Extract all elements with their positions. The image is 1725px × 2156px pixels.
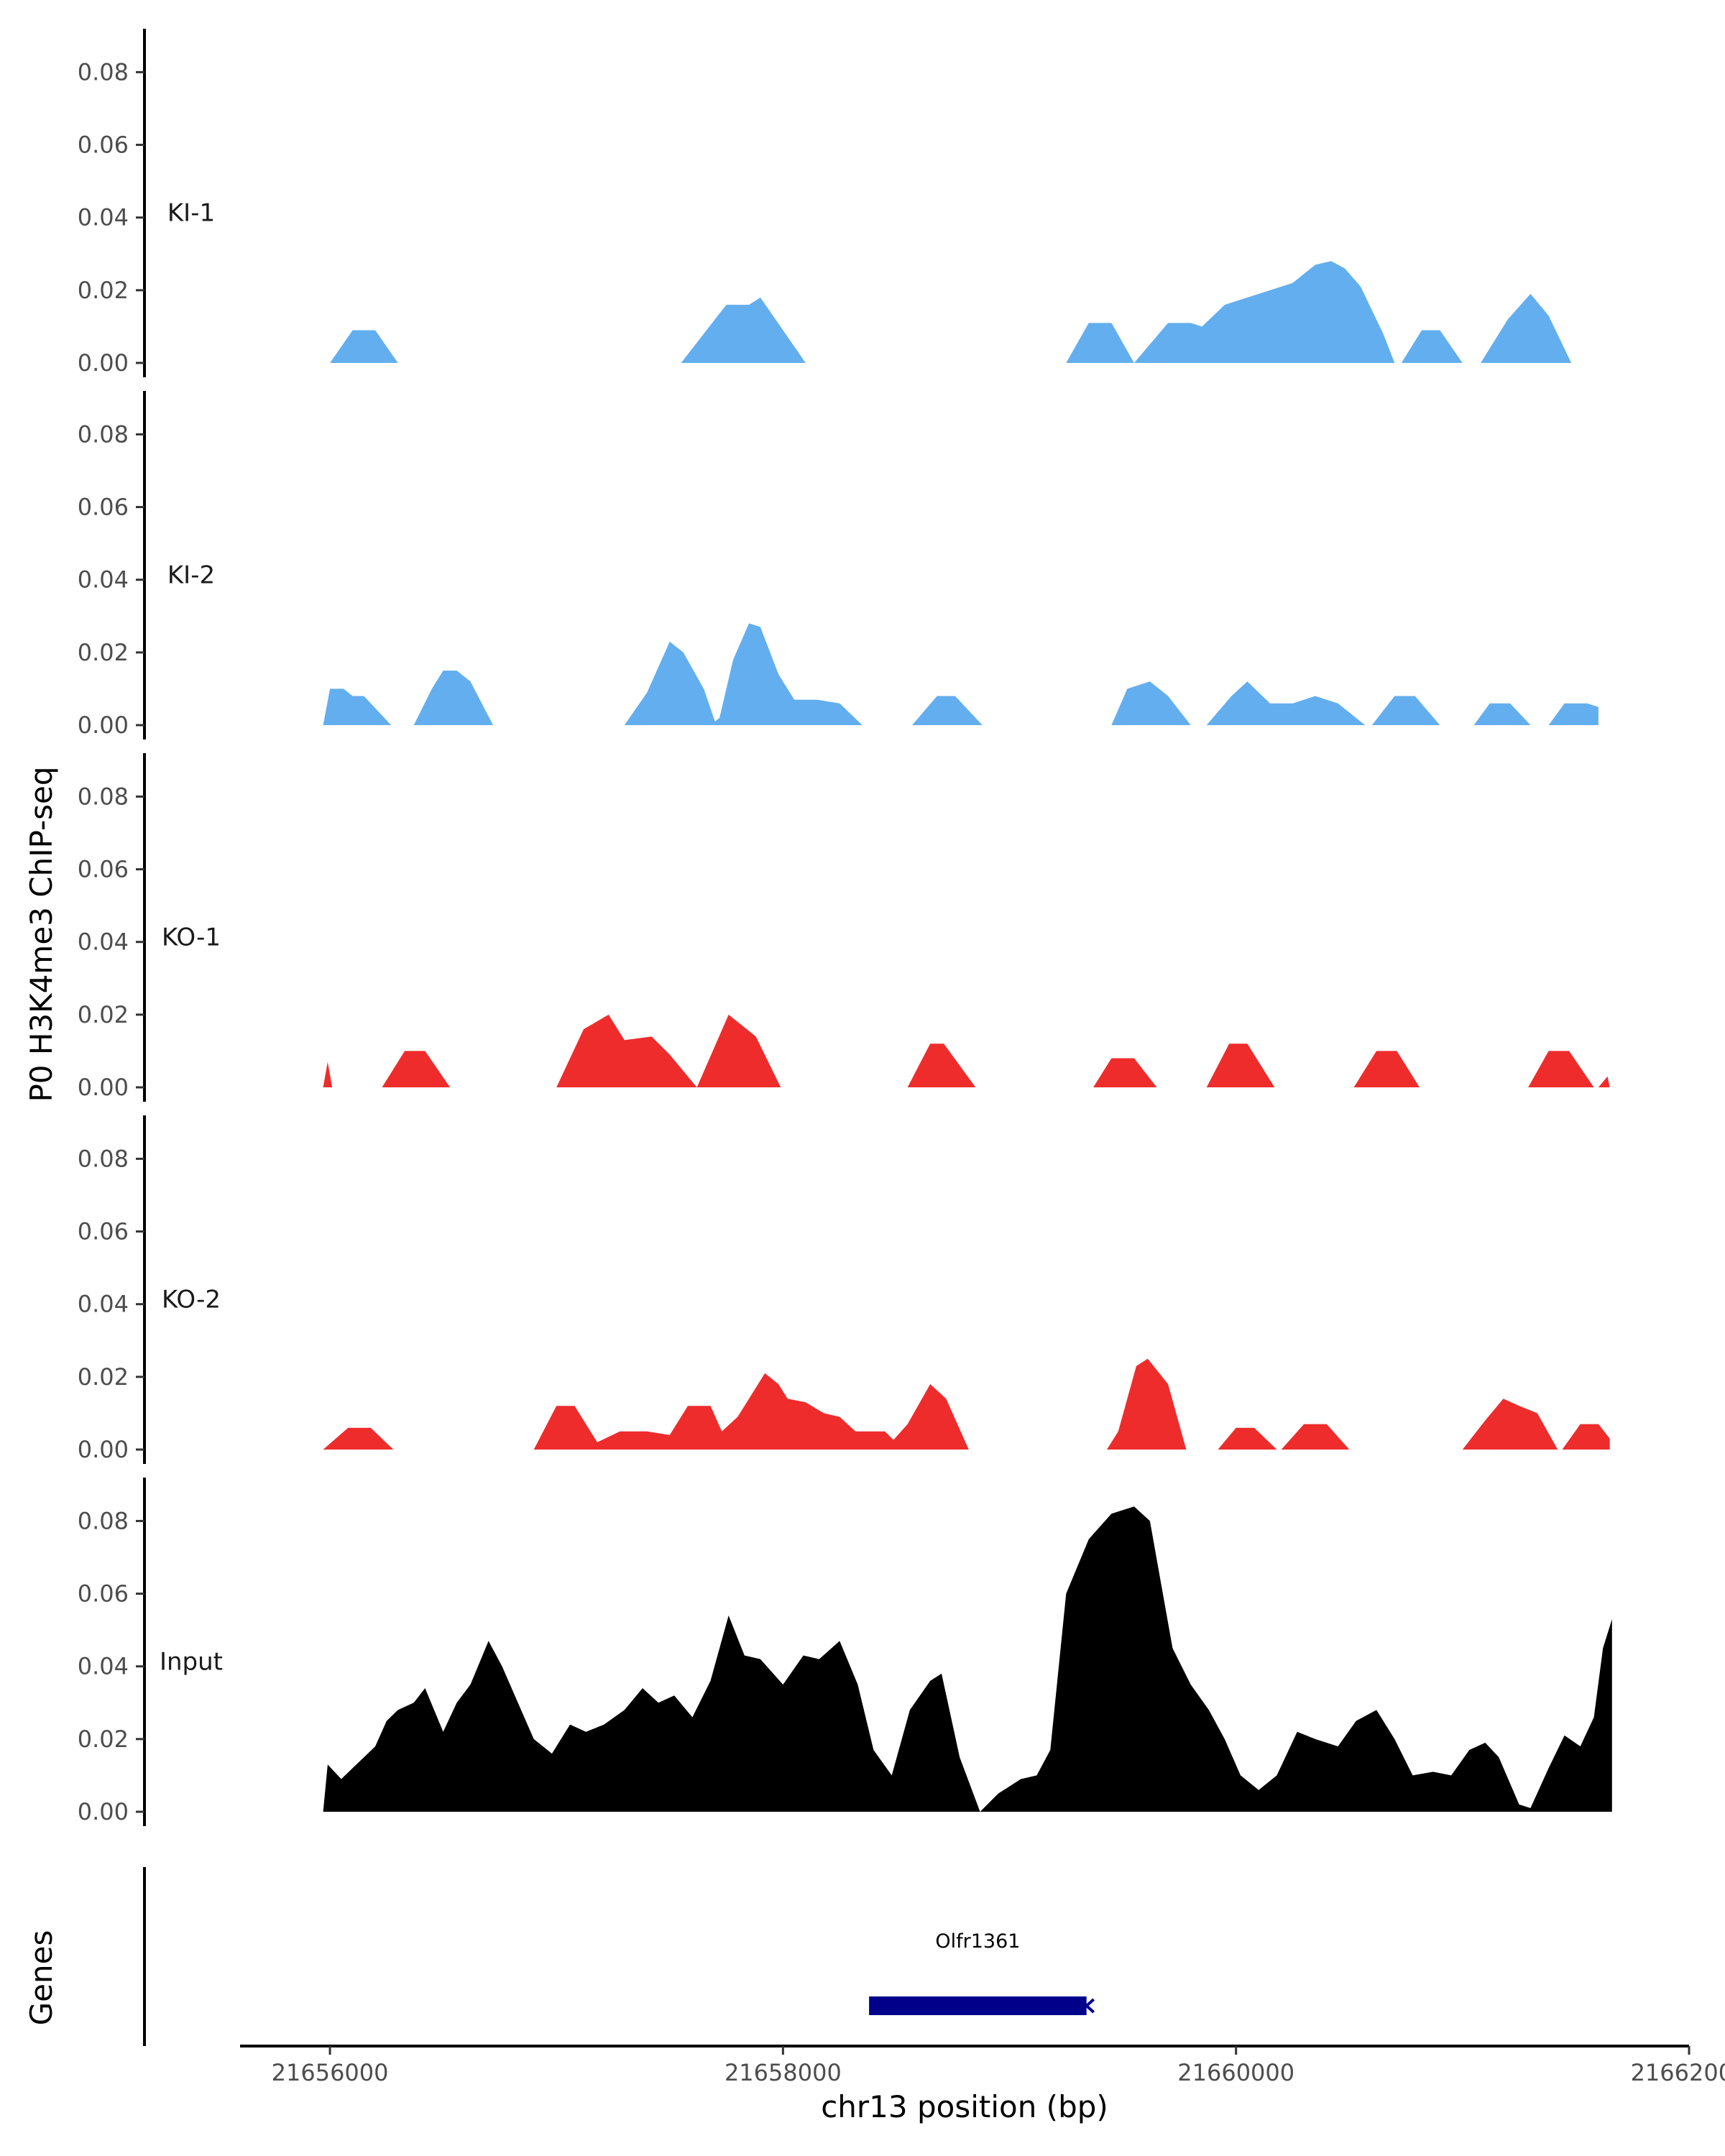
y-tick-label: 0.06 [78,1580,129,1608]
track-ko-2: 0.00 0.02 0.04 0.06 0.08 KO-2 [78,1115,1610,1464]
x-tick-label: 21656000 [272,2059,389,2086]
track-label: KI-2 [167,561,215,590]
track-ki-1: 0.00 0.02 0.04 0.06 0.08 KI-1 [78,29,1572,377]
y-tick-label: 0.06 [78,856,129,883]
x-axis: 21656000 21658000 21660000 21662000 [240,2045,1725,2086]
track-label: KO-2 [162,1286,221,1314]
track-label: KI-1 [167,199,215,228]
y-tick-label: 0.00 [78,711,129,739]
y-tick-label: 0.08 [78,420,129,448]
gene-track: Olfr1361 [143,1867,1095,2046]
track-input: 0.00 0.02 0.04 0.06 0.08 Input [78,1478,1612,1826]
y-tick-label: 0.06 [78,132,129,159]
x-axis-title: chr13 position (bp) [821,2089,1108,2124]
signal-area-ki-1 [330,261,1572,363]
signal-area-input [323,1506,1612,1812]
y-tick-label: 0.02 [78,277,129,304]
track-ko-1: 0.00 0.02 0.04 0.06 0.08 KO-1 [78,753,1610,1102]
y-tick-label: 0.02 [78,1363,129,1391]
y-tick-label: 0.08 [78,1507,129,1534]
y-tick-label: 0.00 [78,1436,129,1463]
signal-area-ki-2 [323,623,1598,725]
strand-arrow [1084,1998,1095,2014]
track-label: KO-1 [162,923,221,952]
y-tick-label: 0.04 [78,566,129,594]
y-tick-label: 0.04 [78,929,129,956]
track-ki-2: 0.00 0.02 0.04 0.06 0.08 KI-2 [78,391,1598,740]
y-tick-label: 0.02 [78,1001,129,1028]
y-tick-label: 0.04 [78,204,129,231]
x-tick-label: 21660000 [1177,2059,1294,2086]
y-tick-label: 0.00 [78,349,129,377]
y-tick-label: 0.08 [78,58,129,86]
gene-olfr1361: Olfr1361 [869,1930,1095,2015]
y-tick-label: 0.08 [78,783,129,810]
signal-tracks: 0.00 0.02 0.04 0.06 0.08 KI-1 0.00 0.02 0.04 0.06… [78,29,1612,1826]
signal-area-ko-2 [323,1358,1610,1450]
gene-body [869,1996,1087,2015]
y-tick-label: 0.04 [78,1653,129,1680]
y-tick-label: 0.02 [78,1726,129,1753]
y-tick-label: 0.08 [78,1145,129,1172]
y-tick-label: 0.06 [78,1218,129,1245]
y-axis-title: P0 H3K4me3 ChIP-seq [24,766,59,1102]
y-tick-label: 0.00 [78,1074,129,1101]
x-tick-label: 21658000 [724,2059,842,2086]
y-tick-label: 0.00 [78,1798,129,1825]
y-tick-label: 0.02 [78,639,129,666]
genes-axis-title: Genes [24,1930,59,2026]
track-label: Input [160,1648,223,1677]
gene-label: Olfr1361 [935,1930,1020,1953]
y-tick-label: 0.04 [78,1291,129,1318]
y-tick-label: 0.06 [78,494,129,521]
signal-area-ko-1 [323,1014,1610,1087]
x-tick-label: 21662000 [1631,2059,1725,2086]
